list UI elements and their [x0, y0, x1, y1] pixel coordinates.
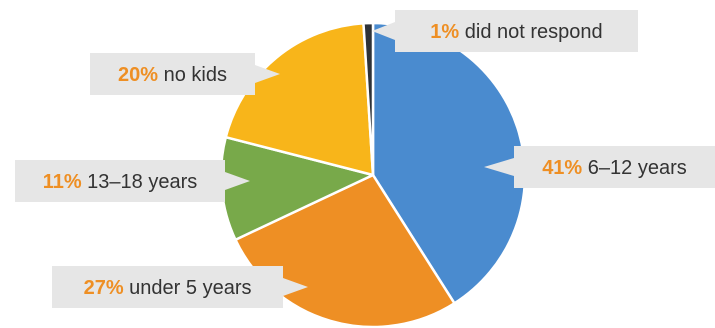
slice-percent-label: 41%: [542, 157, 582, 179]
callout-box: [372, 10, 638, 52]
callout-box: [52, 266, 308, 308]
callout-label: 11% 13–18 years: [43, 171, 198, 193]
callout-box: [15, 160, 250, 202]
callout-label: 1% did not respond: [430, 21, 602, 43]
callout-box: [484, 146, 715, 188]
callout-did-not-respond: 1% did not respond: [372, 10, 638, 52]
slice-category-label: did not respond: [459, 21, 602, 43]
callout-under-5-years: 27% under 5 years: [52, 266, 308, 308]
slice-percent-label: 20%: [118, 64, 158, 86]
callout-label: 41% 6–12 years: [542, 157, 687, 179]
slice-percent-label: 27%: [84, 277, 124, 299]
callout-no-kids: 20% no kids: [90, 53, 280, 95]
slice-category-label: 13–18 years: [82, 171, 198, 193]
slice-category-label: under 5 years: [124, 277, 252, 299]
slice-percent-label: 11%: [43, 171, 82, 193]
callout-label: 20% no kids: [118, 64, 227, 86]
callout-label: 27% under 5 years: [84, 277, 252, 299]
slice-category-label: 6–12 years: [582, 157, 687, 179]
callout-13-18-years: 11% 13–18 years: [15, 160, 250, 202]
pie-slice-no-kids: [224, 22, 375, 177]
callout-6-12-years: 41% 6–12 years: [484, 146, 715, 188]
slice-percent-label: 1%: [430, 21, 459, 43]
slice-category-label: no kids: [158, 64, 227, 86]
pie-slice-did-not-respond: [362, 21, 375, 177]
callout-box: [90, 53, 280, 95]
